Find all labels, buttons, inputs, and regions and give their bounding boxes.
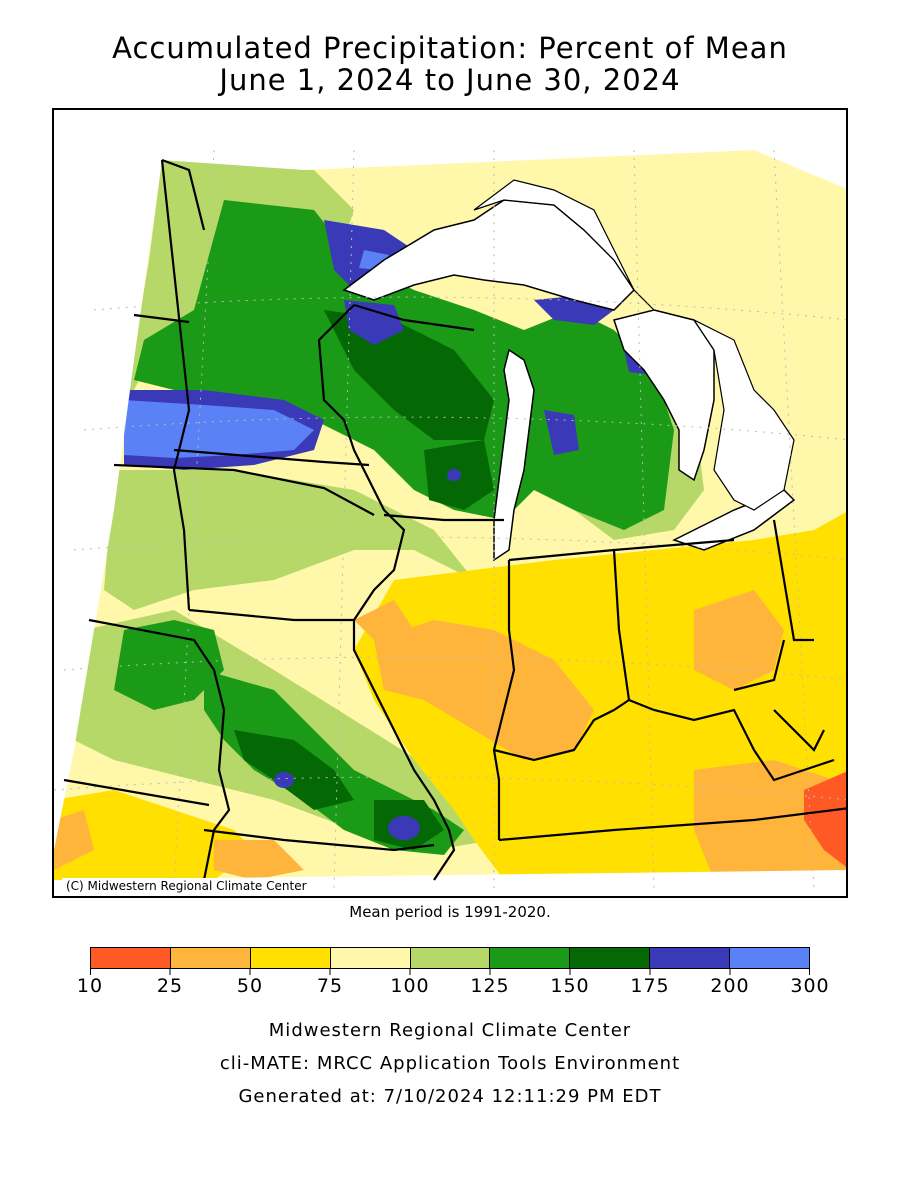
- legend-tick-label: 25: [156, 975, 184, 997]
- legend-swatch: [170, 948, 251, 968]
- zone-25-50-illinois: [374, 620, 594, 760]
- legend-swatch: [490, 948, 571, 968]
- footer-tool-name: cli-MATE: MRCC Application Tools Environ…: [219, 1053, 681, 1074]
- color-legend: [90, 947, 810, 969]
- footer-generated-time: Generated at: 7/10/2024 12:11:29 PM EDT: [238, 1086, 662, 1107]
- legend-labels: 10 25 50 75 100 125 150 175 200 300: [77, 975, 829, 997]
- legend-tick-label: 150: [550, 975, 590, 997]
- legend-swatch: [91, 948, 171, 968]
- legend-swatch: [250, 948, 331, 968]
- map-title: Accumulated Precipitation: Percent of Me…: [112, 31, 788, 65]
- lake-erie: [672, 489, 796, 551]
- legend-swatch: [730, 948, 810, 968]
- state-boundaries: [63, 158, 846, 881]
- zone-25-50-ohio: [694, 590, 784, 690]
- outside-left: [54, 110, 162, 850]
- zone-200-300-southern-mn: [124, 400, 314, 458]
- zone-25-50-kansas: [214, 840, 304, 880]
- copyright-label: (C) Midwestern Regional Climate Center: [62, 878, 311, 894]
- zone-175-200-wi-spot: [447, 469, 461, 481]
- zone-175-200-mi-west: [544, 410, 579, 455]
- legend-swatch: [330, 948, 411, 968]
- legend-tick-label: 300: [790, 975, 830, 997]
- legend-swatch: [570, 948, 651, 968]
- zone-25-50-sw-corner: [54, 810, 94, 870]
- mean-period-note: Mean period is 1991-2020.: [349, 903, 551, 921]
- legend-tick-label: 75: [316, 975, 344, 997]
- zone-150-175-wisconsin: [324, 310, 494, 440]
- lake-michigan: [493, 348, 535, 562]
- legend-tick-label: 125: [470, 975, 510, 997]
- legend-tick-label: 50: [236, 975, 264, 997]
- outside-top: [162, 110, 846, 189]
- legend-tick-label: 175: [630, 975, 670, 997]
- zone-150-175-missouri: [234, 730, 354, 810]
- precipitation-map: (C) Midwestern Regional Climate Center: [52, 108, 848, 898]
- legend-tick-label: 200: [710, 975, 750, 997]
- zone-175-200-upper-wi: [344, 300, 404, 345]
- zone-10-25-appalachia: [804, 771, 846, 867]
- footer-organization: Midwestern Regional Climate Center: [268, 1020, 632, 1041]
- zone-175-200-confluence-spot: [388, 816, 420, 840]
- zone-25-50-illinois-west: [354, 600, 414, 650]
- legend-tick-label: 10: [76, 975, 104, 997]
- canada-land: [473, 179, 795, 511]
- legend-swatch: [650, 948, 731, 968]
- zone-50-75-southwest: [54, 790, 254, 880]
- zone-175-200-mo-spot: [274, 772, 294, 788]
- legend-swatch: [410, 948, 491, 968]
- map-svg: [54, 110, 846, 896]
- legend-tick-marks: [90, 969, 810, 975]
- legend-tick-label: 100: [390, 975, 430, 997]
- map-date-range: June 1, 2024 to June 30, 2024: [219, 63, 681, 97]
